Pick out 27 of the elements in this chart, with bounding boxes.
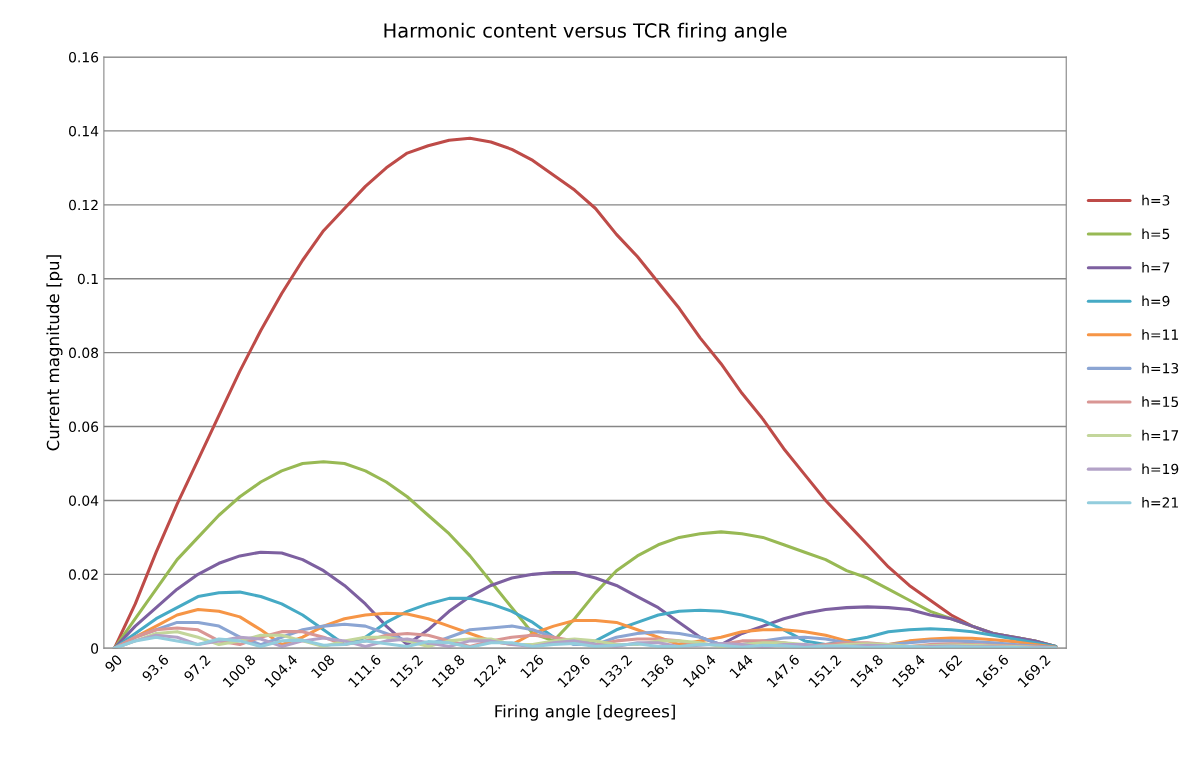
y-tick-label: 0.02 — [69, 569, 98, 580]
legend-label: h=5 — [1142, 228, 1170, 240]
y-tick-label: 0.12 — [69, 199, 98, 211]
y-tick-label: 0.1 — [77, 273, 98, 285]
legend-label: h=17 — [1142, 429, 1179, 441]
legend-label: h=3 — [1142, 194, 1170, 206]
x-tick-label: 126 — [519, 653, 545, 679]
legend-label: h=13 — [1142, 362, 1179, 374]
y-tick-label: 0.04 — [69, 495, 99, 506]
x-tick-label: 144 — [729, 653, 754, 679]
x-tick-label: 108 — [310, 653, 336, 679]
y-axis-title: Current magnitude [pu] — [46, 255, 63, 451]
y-tick-label: 0.14 — [69, 125, 99, 137]
chart-title: Harmonic content versus TCR firing angle — [384, 22, 787, 42]
x-tick-label: 90 — [104, 653, 123, 673]
x-axis-title: Firing angle [degrees] — [495, 704, 675, 721]
legend-label: h=21 — [1142, 497, 1178, 508]
legend-label: h=11 — [1142, 329, 1178, 340]
y-tick-label: 0.06 — [69, 421, 99, 433]
y-tick-label: 0.16 — [69, 51, 99, 63]
legend-label: h=19 — [1142, 463, 1179, 475]
x-tick-label: 162 — [938, 654, 963, 679]
legend-label: h=7 — [1142, 261, 1170, 273]
y-tick-label: 0.08 — [69, 347, 99, 359]
legend-label: h=15 — [1142, 396, 1179, 408]
y-tick-label: 0 — [91, 643, 99, 654]
legend-label: h=9 — [1142, 295, 1170, 307]
